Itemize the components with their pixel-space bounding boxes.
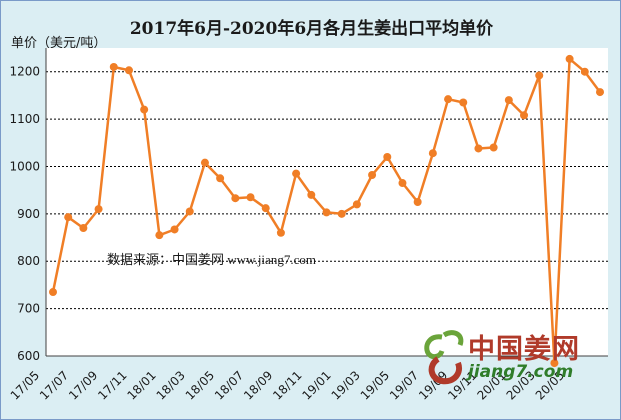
ginger-logo-icon: [424, 330, 464, 385]
x-tick-18-05: 18/05: [183, 368, 217, 402]
data-point-20-04: [565, 54, 574, 63]
x-tick-19-03: 19/03: [329, 368, 363, 402]
data-point-19-12: [504, 96, 513, 105]
data-point-18-07: [246, 193, 255, 202]
x-tick-17-09: 17/09: [66, 368, 100, 402]
data-point-19-05: [398, 179, 407, 188]
y-tick-1200: 1200: [9, 65, 40, 79]
x-tick-18-03: 18/03: [154, 368, 188, 402]
data-point-18-03: [185, 207, 194, 216]
data-point-18-01: [155, 231, 164, 240]
x-tick-17-07: 17/07: [37, 368, 71, 402]
data-point-20-01: [520, 111, 529, 120]
y-tick-600: 600: [17, 349, 40, 363]
data-point-19-09: [459, 98, 468, 107]
x-tick-17-05: 17/05: [8, 368, 42, 402]
data-point-18-08: [261, 204, 270, 213]
data-point-19-01: [337, 209, 346, 218]
y-tick-700: 700: [17, 302, 40, 316]
data-point-17-07: [64, 213, 73, 222]
data-point-20-02: [535, 71, 544, 80]
data-point-18-10: [292, 169, 301, 178]
data-point-18-04: [200, 158, 209, 167]
data-point-17-09: [94, 205, 103, 214]
data-point-19-08: [444, 95, 453, 104]
data-point-18-02: [170, 225, 179, 234]
data-point-20-03: [550, 359, 559, 368]
data-point-20-05: [580, 67, 589, 76]
data-point-17-11: [124, 66, 133, 75]
y-axis-label: 单价（美元/吨）: [11, 36, 107, 51]
x-tick-18-01: 18/01: [124, 368, 158, 402]
watermark-logo: 中国姜网 jiang7.com: [420, 325, 590, 395]
y-tick-1000: 1000: [9, 159, 40, 173]
data-point-19-02: [352, 200, 361, 209]
watermark-name: 中国姜网: [468, 334, 580, 365]
data-point-19-07: [428, 149, 437, 158]
data-point-18-09: [276, 228, 285, 237]
x-tick-18-07: 18/07: [212, 368, 246, 402]
chart-title: 2017年6月-2020年6月各月生姜出口平均单价: [129, 19, 494, 39]
watermark-url: jiang7.com: [468, 362, 574, 382]
data-point-19-03: [368, 170, 377, 179]
x-tick-19-07: 19/07: [387, 368, 421, 402]
x-tick-18-11: 18/11: [270, 368, 304, 402]
data-point-17-06: [49, 288, 57, 297]
data-point-17-12: [140, 105, 149, 114]
data-point-18-12: [322, 208, 331, 217]
data-point-18-05: [216, 174, 225, 183]
y-tick-800: 800: [17, 254, 40, 268]
data-point-18-06: [231, 194, 240, 203]
data-point-19-11: [489, 143, 498, 152]
y-tick-900: 900: [17, 207, 40, 221]
x-tick-19-05: 19/05: [358, 368, 392, 402]
data-point-19-10: [474, 144, 483, 153]
data-point-17-08: [79, 224, 88, 233]
data-point-20-06: [596, 88, 604, 97]
data-point-17-10: [109, 62, 118, 71]
x-tick-19-01: 19/01: [299, 368, 333, 402]
data-point-18-11: [307, 190, 316, 199]
source-note: 数据来源：中国姜网 www.jiang7.com: [107, 252, 316, 267]
y-tick-1100: 1100: [9, 112, 40, 126]
data-point-19-06: [413, 198, 422, 206]
x-tick-18-09: 18/09: [241, 368, 275, 402]
plot-area: [46, 48, 608, 356]
x-tick-17-11: 17/11: [95, 368, 129, 402]
data-point-19-04: [383, 152, 392, 161]
